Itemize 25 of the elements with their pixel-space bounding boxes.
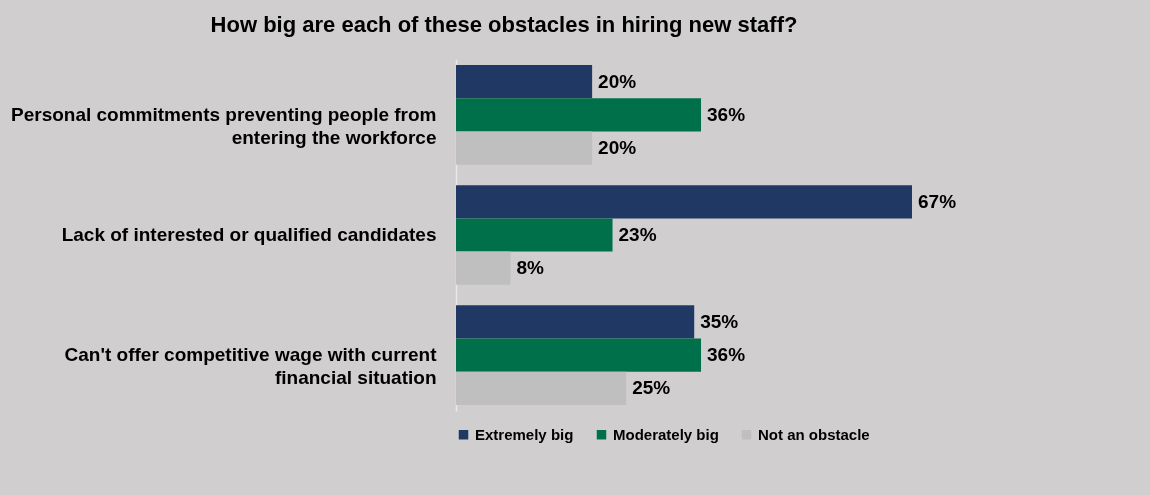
bar bbox=[456, 65, 593, 99]
legend-label: Moderately big bbox=[613, 425, 719, 443]
bar bbox=[456, 338, 702, 372]
bar bbox=[456, 251, 511, 285]
data-label: 23% bbox=[618, 224, 657, 245]
data-label: 67% bbox=[918, 190, 957, 212]
data-label: 25% bbox=[632, 377, 671, 399]
data-label: 36% bbox=[707, 103, 746, 125]
bar bbox=[456, 371, 627, 405]
data-label: 20% bbox=[598, 70, 637, 92]
bar bbox=[456, 98, 702, 132]
legend-label: Not an obstacle bbox=[758, 425, 870, 443]
legend-label: Extremely big bbox=[475, 425, 574, 443]
bar bbox=[456, 218, 613, 252]
bar bbox=[456, 185, 912, 219]
bar bbox=[456, 305, 695, 339]
bar bbox=[456, 131, 593, 165]
data-label: 20% bbox=[598, 137, 637, 159]
y-tick-label: Can't offer competitive wage with current financial situation bbox=[64, 344, 438, 389]
data-label: 36% bbox=[707, 344, 746, 366]
chart-title: How big are each of these obstacles in hiring new staff? bbox=[210, 12, 798, 37]
data-label: 35% bbox=[700, 310, 739, 332]
data-label: 8% bbox=[516, 257, 545, 279]
y-tick-label: Personal commitments preventing people from entering the workforce bbox=[11, 103, 437, 148]
y-tick-label: Lack of interested or qualified candidates bbox=[61, 224, 437, 245]
